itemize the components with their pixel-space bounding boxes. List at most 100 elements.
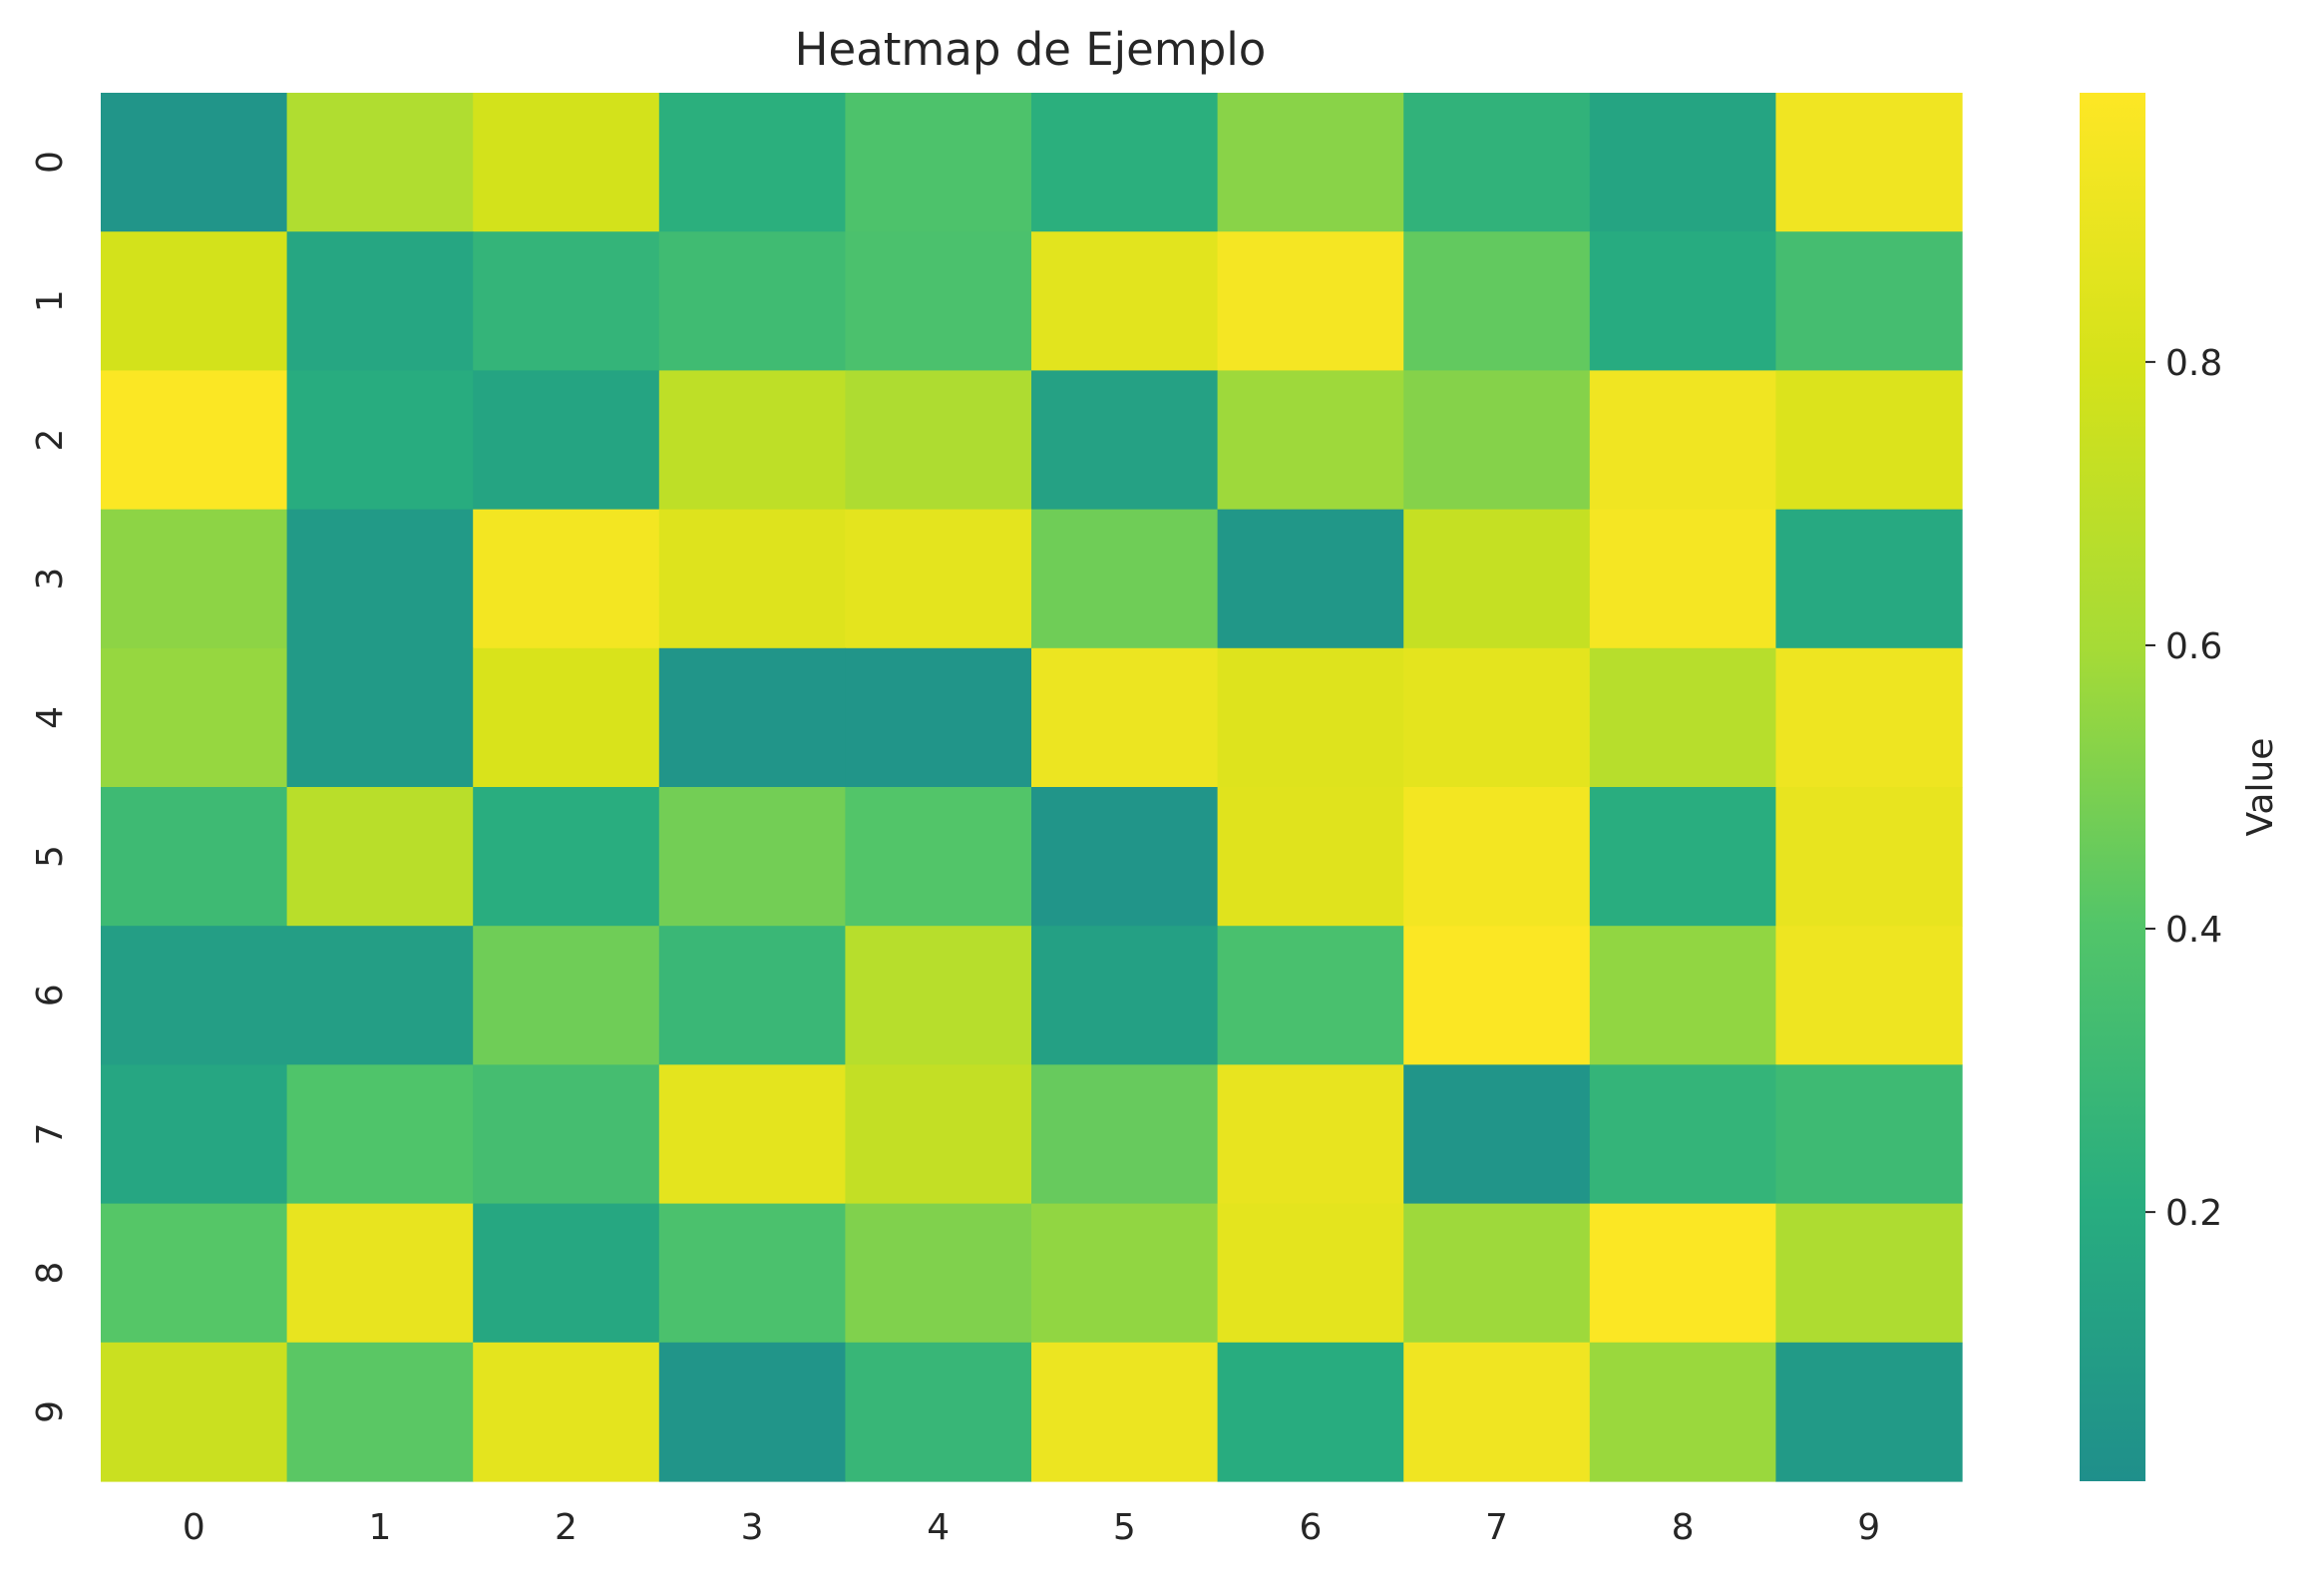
colorbar-gradient <box>2080 93 2145 1481</box>
heatmap-cell <box>1403 1342 1591 1482</box>
heatmap-cell <box>101 787 288 927</box>
heatmap-cell <box>1403 93 1591 232</box>
y-tick-label: 7 <box>30 1123 71 1146</box>
heatmap-cell <box>1775 926 1963 1065</box>
heatmap-cell <box>1403 926 1591 1065</box>
heatmap-cell <box>1403 647 1591 788</box>
colorbar-ticks: 0.2 0.4 0.6 0.8 <box>2145 343 2222 1234</box>
heatmap-cell <box>1775 1064 1963 1205</box>
heatmap-cell <box>1217 926 1404 1065</box>
heatmap-cell <box>658 509 846 649</box>
heatmap-cell <box>845 926 1032 1065</box>
heatmap-cell <box>473 231 660 371</box>
heatmap-cell <box>1217 1342 1404 1482</box>
heatmap-cell <box>1589 509 1776 649</box>
heatmap-cell <box>1217 787 1404 927</box>
heatmap-cell <box>473 93 660 232</box>
x-tick-label: 3 <box>741 1507 764 1548</box>
y-tick-label: 5 <box>30 845 71 868</box>
heatmap-cell <box>473 1342 660 1482</box>
heatmap-cell <box>101 1064 288 1205</box>
heatmap-cell <box>101 231 288 371</box>
heatmap-cell <box>1217 1064 1404 1205</box>
x-tick-label: 4 <box>927 1507 950 1548</box>
heatmap-cell <box>101 509 288 649</box>
heatmap-cell <box>101 926 288 1065</box>
heatmap-cell <box>1775 509 1963 649</box>
heatmap-cell <box>286 231 474 371</box>
heatmap-cell <box>101 647 288 788</box>
heatmap-cell <box>1031 1064 1219 1205</box>
heatmap-cell <box>1031 787 1219 927</box>
colorbar-tick-label: 0.4 <box>2165 910 2222 951</box>
heatmap-cell <box>286 370 474 511</box>
heatmap-cell <box>1217 509 1404 649</box>
heatmap-cell <box>1217 647 1404 788</box>
colorbar-label: Value <box>2240 738 2281 837</box>
colorbar-tick-label: 0.8 <box>2165 343 2222 384</box>
heatmap-cell <box>1589 1064 1776 1205</box>
heatmap-cell <box>845 647 1032 788</box>
heatmap-cell <box>286 787 474 927</box>
colorbar-tick-label: 0.2 <box>2165 1193 2222 1234</box>
colorbar-tick-label: 0.6 <box>2165 626 2222 667</box>
heatmap-cell <box>286 647 474 788</box>
x-tick-label: 0 <box>183 1507 205 1548</box>
y-axis-ticks: 0 1 2 3 4 5 6 7 8 9 <box>30 151 71 1423</box>
heatmap-cell <box>286 93 474 232</box>
heatmap-cell <box>1589 647 1776 788</box>
heatmap-cell <box>658 647 846 788</box>
heatmap-cell <box>1775 370 1963 511</box>
heatmap-cell <box>845 370 1032 511</box>
y-tick-label: 3 <box>30 568 71 591</box>
heatmap-cell <box>473 787 660 927</box>
heatmap-cell <box>473 370 660 511</box>
heatmap-cell <box>658 93 846 232</box>
heatmap-cell <box>1403 1064 1591 1205</box>
heatmap-cell <box>658 231 846 371</box>
heatmap-cell <box>473 1203 660 1344</box>
heatmap-cell <box>101 370 288 511</box>
heatmap-cell <box>845 1342 1032 1482</box>
heatmap-cell <box>1589 1342 1776 1482</box>
x-tick-label: 7 <box>1485 1507 1508 1548</box>
heatmap-cell <box>1403 231 1591 371</box>
heatmap-cell <box>1031 231 1219 371</box>
y-tick-label: 2 <box>30 429 71 452</box>
heatmap-cell <box>286 926 474 1065</box>
heatmap-cell <box>1403 787 1591 927</box>
heatmap-cell <box>658 926 846 1065</box>
heatmap-cell <box>1031 370 1219 511</box>
heatmap-cell <box>286 509 474 649</box>
x-tick-label: 6 <box>1299 1507 1322 1548</box>
heatmap-cell <box>1403 370 1591 511</box>
x-tick-label: 2 <box>555 1507 578 1548</box>
heatmap-cell <box>1589 1203 1776 1344</box>
heatmap-cell <box>1217 231 1404 371</box>
y-tick-label: 4 <box>30 706 71 729</box>
heatmap-cell <box>845 1064 1032 1205</box>
heatmap-cell <box>473 647 660 788</box>
heatmap-cell <box>286 1342 474 1482</box>
heatmap-cell <box>845 509 1032 649</box>
heatmap-cell <box>473 509 660 649</box>
heatmap-cell <box>1589 231 1776 371</box>
heatmap-cell <box>1589 93 1776 232</box>
heatmap-cell <box>1403 509 1591 649</box>
heatmap-cell <box>1217 93 1404 232</box>
heatmap-cell <box>1217 370 1404 511</box>
heatmap-cell <box>845 93 1032 232</box>
x-tick-label: 1 <box>368 1507 391 1548</box>
x-tick-label: 8 <box>1672 1507 1695 1548</box>
heatmap-cell <box>1775 1342 1963 1482</box>
heatmap-cell <box>1031 93 1219 232</box>
heatmap-cell <box>658 1064 846 1205</box>
colorbar: 0.2 0.4 0.6 0.8 Value <box>2080 93 2281 1481</box>
heatmap-cells <box>101 93 1963 1482</box>
heatmap-cell <box>845 787 1032 927</box>
x-tick-label: 9 <box>1857 1507 1880 1548</box>
heatmap-cell <box>658 1203 846 1344</box>
heatmap-cell <box>1589 370 1776 511</box>
heatmap-cell <box>658 1342 846 1482</box>
